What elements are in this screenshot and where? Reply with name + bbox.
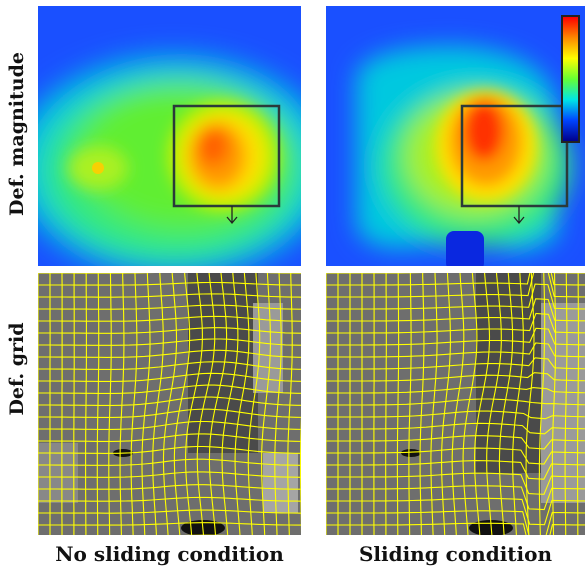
- grid-line: [564, 273, 568, 535]
- grid-line: [538, 273, 546, 535]
- grid-line: [38, 349, 301, 358]
- heatmap-no-sliding: [38, 6, 301, 266]
- column-label-no-sliding: No sliding condition: [55, 542, 284, 566]
- grid-line: [261, 273, 271, 535]
- grid-line: [108, 273, 112, 535]
- grid-line: [196, 273, 216, 535]
- grid-line: [474, 273, 491, 535]
- grid-line: [385, 273, 387, 535]
- grid-line: [396, 273, 400, 535]
- grid-line: [326, 372, 585, 382]
- grid-line: [326, 357, 585, 370]
- grid-line: [512, 273, 524, 535]
- grid-line: [162, 273, 178, 535]
- grid-line: [326, 342, 585, 358]
- grid-line: [551, 273, 557, 535]
- grid-line: [326, 273, 585, 286]
- grid-line: [408, 273, 412, 535]
- grid-line: [130, 273, 138, 535]
- grid-line: [38, 408, 301, 418]
- grid-line: [326, 298, 585, 322]
- grid-line: [85, 273, 87, 535]
- grid-line: [525, 273, 535, 535]
- grid-line: [287, 273, 293, 535]
- grid-line: [152, 273, 164, 535]
- grid-line: [326, 327, 585, 346]
- grid-line: [38, 315, 301, 322]
- grid-line: [38, 327, 301, 334]
- grid-line: [185, 273, 203, 535]
- grid-line: [419, 273, 425, 535]
- down-arrow-icon: [513, 206, 525, 225]
- grid-line: [451, 273, 465, 535]
- grid-line: [141, 273, 151, 535]
- grid-line: [326, 312, 585, 334]
- grid-line: [173, 273, 191, 535]
- grid-line: [576, 273, 580, 535]
- column-label-sliding: Sliding condition: [358, 542, 553, 566]
- deformation-grid-sliding: [326, 273, 585, 535]
- row-label-deformation-magnitude: Def. magnitude: [6, 52, 28, 216]
- grid-line: [38, 281, 301, 286]
- grid-line: [274, 273, 282, 535]
- grid-line: [96, 273, 100, 535]
- grid-line: [247, 273, 261, 535]
- heatmap-sliding: [326, 6, 585, 266]
- grid-line: [119, 273, 125, 535]
- grid-line: [326, 273, 585, 298]
- grid-line: [326, 283, 585, 310]
- grid-line: [486, 273, 502, 535]
- row-label-deformation-grid: Def. grid: [6, 322, 28, 416]
- grid-line: [441, 273, 451, 535]
- deformation-grid-no-sliding: [38, 273, 301, 535]
- grid-line: [221, 273, 239, 535]
- down-arrow-icon: [226, 206, 238, 225]
- colorbar: [561, 15, 580, 143]
- grid-line: [498, 273, 514, 535]
- grid-line: [208, 273, 228, 535]
- grid-line: [462, 273, 478, 535]
- grid-line: [430, 273, 438, 535]
- grid-line: [38, 361, 301, 370]
- grid-line: [234, 273, 250, 535]
- grid-line: [38, 338, 301, 346]
